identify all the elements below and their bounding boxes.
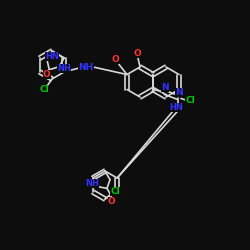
Text: O: O bbox=[111, 55, 119, 64]
Text: HN: HN bbox=[45, 52, 59, 61]
Text: NH: NH bbox=[78, 62, 94, 72]
Text: HN: HN bbox=[169, 103, 183, 112]
Text: O: O bbox=[133, 48, 141, 58]
Text: NH: NH bbox=[85, 179, 99, 188]
Text: Cl: Cl bbox=[110, 186, 120, 196]
Text: O: O bbox=[43, 70, 51, 79]
Text: Cl: Cl bbox=[185, 96, 195, 105]
Text: O: O bbox=[108, 197, 115, 206]
Text: Cl: Cl bbox=[39, 86, 49, 94]
Text: NH: NH bbox=[57, 64, 71, 73]
Text: N: N bbox=[161, 83, 169, 92]
Text: N: N bbox=[175, 88, 183, 97]
